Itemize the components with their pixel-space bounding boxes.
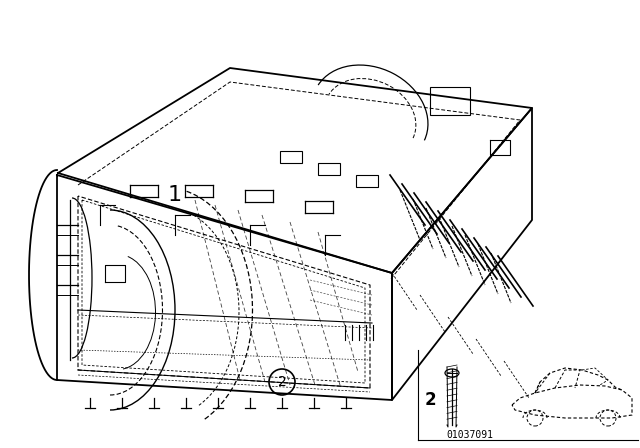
Bar <box>356 175 378 187</box>
Bar <box>318 163 340 175</box>
Text: 1: 1 <box>168 185 182 205</box>
Bar <box>280 151 302 163</box>
Text: 01037091: 01037091 <box>447 430 493 440</box>
Bar <box>430 87 470 115</box>
Text: 2: 2 <box>278 375 286 389</box>
Text: 2: 2 <box>424 391 436 409</box>
